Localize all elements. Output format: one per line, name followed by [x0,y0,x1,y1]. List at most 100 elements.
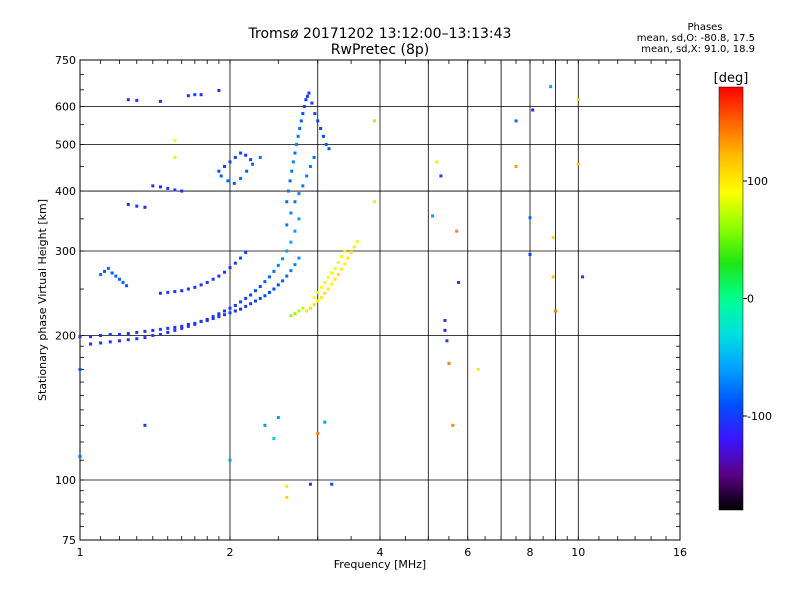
data-point [239,300,243,304]
data-point [531,108,535,112]
data-point [581,275,585,279]
data-point [186,324,190,328]
data-point [327,147,331,151]
x-tick-label: 4 [377,546,384,559]
chart-title-line-2: RwPretec (8p) [330,42,430,58]
data-point [217,315,221,319]
data-point [289,269,293,273]
data-point [285,495,289,499]
colorbar-unit-label: [deg] [714,71,749,86]
data-point [249,302,253,306]
data-point [297,192,301,196]
data-point [199,93,203,97]
data-point [117,277,121,281]
data-point [110,271,114,275]
data-point [514,164,518,168]
data-point [297,256,301,260]
data-point [253,289,257,293]
data-point [186,94,190,98]
data-point [443,318,447,322]
data-point [308,164,312,168]
data-point [228,160,232,164]
x-tick-label: 10 [571,546,585,559]
data-point [228,266,232,270]
x-tick-label: 6 [464,546,471,559]
data-point [289,211,293,215]
y-tick-label: 100 [55,474,76,487]
data-point [435,160,439,164]
data-point [439,174,443,178]
data-point [323,420,327,424]
data-point [549,85,553,89]
data-point [305,174,309,178]
data-point [576,162,580,166]
data-point [78,335,82,339]
data-point [319,126,323,130]
data-point [289,240,293,244]
data-point [166,186,170,190]
data-point [298,126,302,130]
data-point [349,250,353,254]
x-tick-label: 8 [527,546,534,559]
data-point [312,296,316,300]
data-point [253,299,257,303]
data-point [173,188,177,192]
data-point [324,143,328,147]
data-point [233,261,237,265]
data-point [312,155,316,159]
data-point [232,181,236,185]
data-point [258,285,262,289]
data-point [286,189,290,193]
data-point [151,184,155,188]
data-point [135,204,139,208]
data-point [323,291,327,295]
data-point [239,151,243,155]
data-point [158,99,162,103]
data-point [166,326,170,330]
y-axis-label: Stationary phase Virtual Height [km] [36,199,49,401]
data-point [330,271,334,275]
data-point [89,335,93,339]
data-point [108,340,112,344]
x-tick-label: 16 [673,546,687,559]
data-point [143,205,147,209]
data-point [276,283,280,287]
data-point [343,249,347,253]
data-point [336,273,340,277]
data-point [553,309,557,313]
data-point [299,119,303,123]
data-point [293,229,297,233]
data-point [217,169,221,173]
data-point [316,290,320,294]
data-point [316,119,320,123]
data-point [186,287,190,291]
y-tick-label: 400 [55,185,76,198]
data-point [258,296,262,300]
data-point [313,112,317,116]
data-point [251,162,255,166]
data-point [233,309,237,313]
y-tick-label: 750 [55,54,76,67]
y-tick-label: 500 [55,139,76,152]
data-point [310,101,314,105]
data-point [288,179,292,183]
data-point [239,176,243,180]
data-point [431,214,435,218]
data-point [223,164,227,168]
data-point [199,283,203,287]
data-point [158,291,162,295]
data-point [528,216,532,220]
data-point [135,330,139,334]
phase-stats-x: mean, sd,X: 91.0, 18.9 [641,44,755,55]
data-point [447,361,451,365]
data-point [151,328,155,332]
data-point [228,458,232,462]
data-point [99,273,103,277]
data-point [289,314,293,318]
data-point [219,174,223,178]
data-point [263,294,267,298]
data-point [457,280,461,284]
data-point [173,138,177,142]
data-point [108,332,112,336]
data-point [106,266,110,270]
